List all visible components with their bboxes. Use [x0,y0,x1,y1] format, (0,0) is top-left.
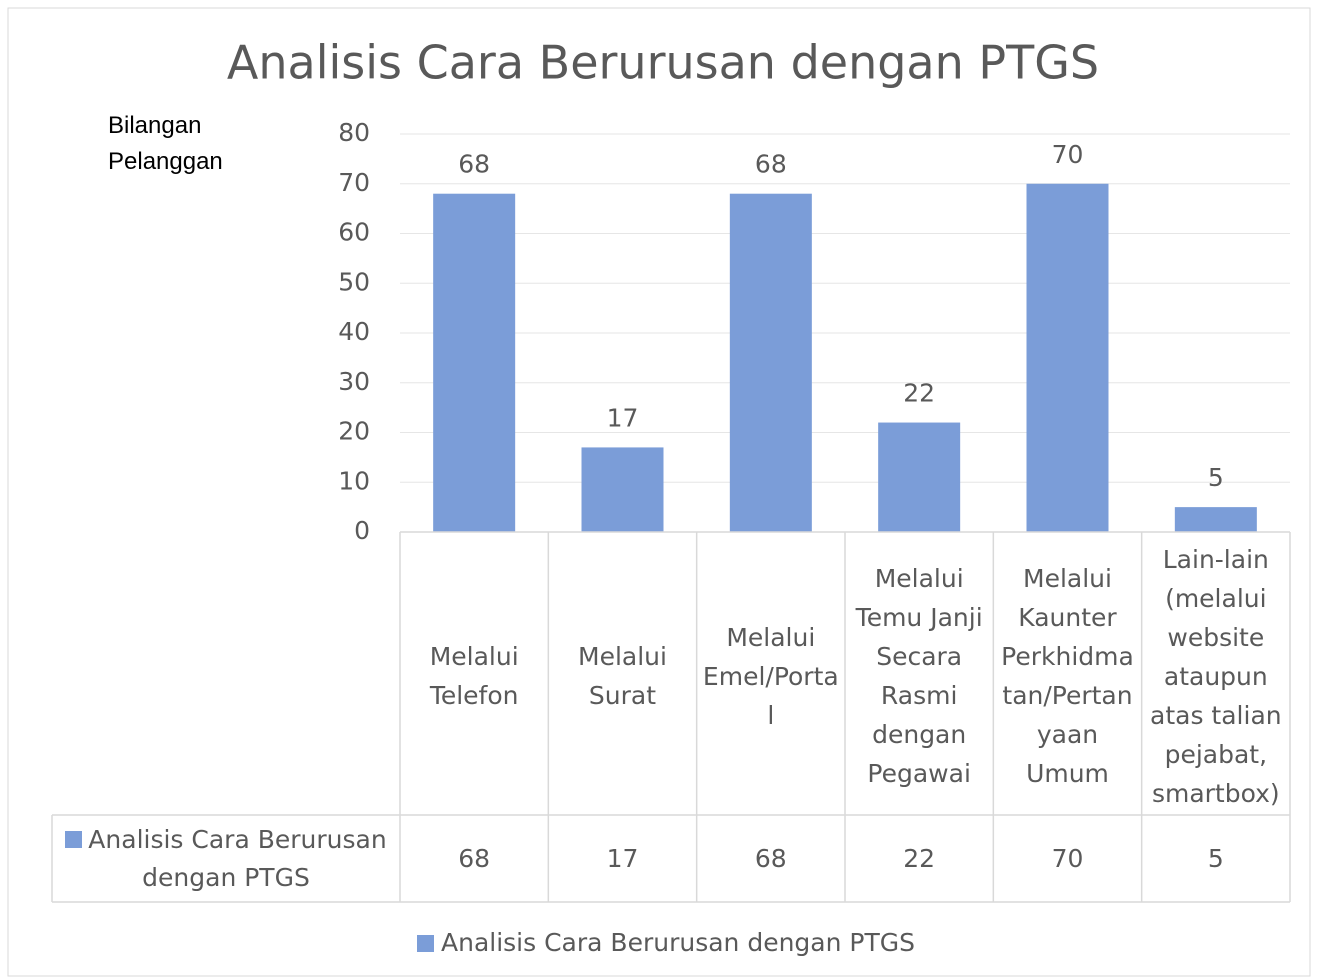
x-tick-label-box: Melalui Kaunter Perkhidmatan/Pertanyaan … [1001,564,1134,788]
y-tick-label: 0 [354,516,370,545]
y-tick-label: 20 [338,417,370,446]
y-tick-label: 70 [338,168,370,197]
table-value: 17 [606,844,639,873]
legend-swatch [417,935,434,952]
y-tick-label: 40 [338,317,370,346]
table-series-name: Analisis Cara Berurusan dengan PTGS [88,824,387,892]
y-axis-label-box: Bilangan Pelanggan [108,112,223,175]
bar [1026,183,1109,532]
y-tick-label: 50 [338,267,370,296]
table-value: 70 [1051,844,1084,873]
x-tick-label: Melalui Temu Janji Secara Rasmi dengan P… [855,564,983,788]
data-label: 17 [607,403,639,432]
x-tick-label: Melalui Surat [578,642,667,710]
y-tick-label: 80 [338,118,370,147]
bar [1174,507,1257,532]
x-tick-label: Melalui Emel/Portal [702,622,839,730]
table-value-box: 70 [1051,844,1084,873]
x-tick-label: Melalui Telefon [429,642,519,710]
bar [729,193,812,532]
data-label: 22 [903,379,935,408]
y-tick-label: 10 [338,466,370,495]
table-legend-swatch [65,830,83,848]
x-tick-label: Lain-lain (melalui website ataupun atas … [1150,544,1282,808]
data-label: 68 [458,150,490,179]
table-series-label-box: Analisis Cara Berurusan dengan PTGS [55,815,397,902]
data-label: 5 [1208,463,1224,492]
table-value: 68 [754,844,787,873]
table-value: 22 [903,844,936,873]
table-value-box: 22 [903,844,936,873]
table-value-box: 68 [754,844,787,873]
table-value: 5 [1207,844,1224,873]
data-label: 68 [755,150,787,179]
y-tick-label: 30 [338,367,370,396]
table-value-box: 5 [1207,844,1224,873]
table-value: 68 [458,844,491,873]
table-value-box: 17 [606,844,639,873]
x-tick-label-box: Melalui Emel/Portal [702,622,839,730]
x-tick-label: Melalui Kaunter Perkhidmatan/Pertanyaan … [1001,564,1134,788]
x-tick-label-box: Lain-lain (melalui website ataupun atas … [1150,544,1282,808]
y-tick-label: 60 [338,218,370,247]
x-tick-label-box: Melalui Telefon [429,642,519,710]
x-tick-label-box: Melalui Temu Janji Secara Rasmi dengan P… [855,564,983,788]
data-label: 70 [1052,140,1084,169]
y-axis-label: Bilangan Pelanggan [108,112,223,175]
table-series-label: Analisis Cara Berurusan dengan PTGS [55,815,397,902]
legend-label: Analisis Cara Berurusan dengan PTGS [441,928,915,957]
chart-title: Analisis Cara Berurusan dengan PTGS [227,36,1099,90]
bar [878,422,961,532]
x-tick-label-box: Melalui Surat [578,642,667,710]
bar [433,193,516,532]
bar [581,447,664,532]
table-value-box: 68 [458,844,491,873]
